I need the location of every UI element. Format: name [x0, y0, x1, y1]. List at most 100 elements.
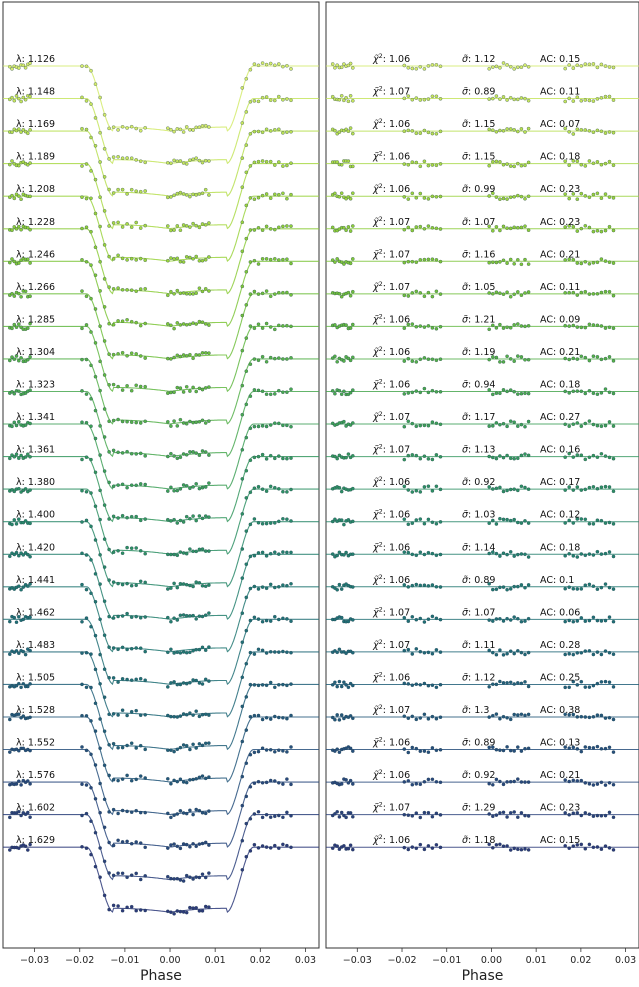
- data-point: [191, 321, 195, 325]
- residual-point: [519, 65, 524, 69]
- data-point: [194, 844, 198, 849]
- data-point: [84, 294, 89, 299]
- data-point: [89, 685, 93, 690]
- residual-point: [410, 683, 415, 687]
- residual-point: [607, 289, 612, 294]
- data-point: [188, 808, 192, 813]
- data-point: [188, 845, 192, 849]
- data-point: [116, 450, 120, 455]
- residual-point: [422, 780, 427, 784]
- data-point: [12, 225, 17, 229]
- residual-point: [603, 64, 608, 68]
- data-point: [84, 685, 89, 690]
- residual-point: [406, 259, 411, 264]
- data-point: [80, 813, 84, 818]
- wavelength-label: λ: 1.380: [16, 477, 55, 488]
- residual-point: [505, 652, 509, 656]
- data-point: [260, 648, 265, 653]
- residual-point: [501, 517, 506, 522]
- data-point: [134, 352, 138, 356]
- data-point: [260, 683, 265, 687]
- data-point: [28, 321, 32, 326]
- data-point: [111, 712, 116, 716]
- data-point: [178, 682, 183, 687]
- data-point: [169, 681, 173, 685]
- residual-point: [430, 583, 435, 587]
- residual-point: [438, 455, 443, 459]
- data-point: [12, 98, 17, 103]
- data-point: [252, 812, 257, 816]
- residual-point: [330, 846, 335, 850]
- data-point: [172, 390, 176, 395]
- residual-point: [599, 485, 604, 489]
- residual-point: [344, 683, 348, 687]
- residual-point: [414, 811, 419, 815]
- residual-point: [498, 485, 502, 490]
- data-point: [285, 196, 289, 201]
- residual-point: [563, 291, 567, 295]
- residual-point: [418, 131, 423, 135]
- data-point: [197, 192, 202, 196]
- data-point: [19, 325, 23, 330]
- residual-point: [603, 582, 608, 586]
- residual-point: [438, 780, 443, 785]
- residual-point: [595, 229, 600, 233]
- residual-point: [505, 815, 509, 819]
- data-point: [273, 257, 277, 261]
- data-point: [244, 661, 249, 666]
- data-point: [240, 739, 245, 744]
- residual-point: [526, 814, 531, 818]
- data-point: [129, 351, 134, 355]
- residual-point: [348, 746, 353, 751]
- residual-point: [512, 584, 516, 589]
- residual-point: [571, 99, 576, 103]
- residual-point: [512, 359, 516, 363]
- residual-point: [430, 63, 435, 67]
- data-point: [21, 63, 26, 68]
- residual-point: [414, 360, 419, 364]
- residual-point: [512, 164, 516, 169]
- residual-point: [523, 63, 527, 67]
- data-point: [181, 811, 186, 815]
- data-point: [289, 650, 293, 655]
- residual-point: [567, 685, 571, 690]
- residual-point: [494, 195, 499, 199]
- data-point: [143, 258, 147, 262]
- residual-point: [348, 423, 353, 427]
- ac-label: AC: 0.21: [540, 770, 580, 781]
- data-point: [281, 682, 285, 687]
- residual-point: [508, 649, 513, 653]
- residual-point: [351, 355, 355, 360]
- residual-point: [406, 453, 411, 458]
- data-point: [17, 456, 21, 460]
- residual-point: [607, 810, 612, 815]
- residual-point: [516, 424, 520, 428]
- data-point: [172, 714, 176, 719]
- data-point: [23, 455, 28, 459]
- wavelength-label: λ: 1.483: [16, 640, 55, 651]
- data-point: [248, 618, 253, 623]
- data-point: [166, 811, 170, 816]
- residual-point: [567, 163, 571, 167]
- residual-point: [607, 550, 612, 554]
- residual-point: [344, 127, 348, 132]
- residual-point: [498, 422, 502, 427]
- data-point: [169, 714, 173, 719]
- residual-point: [342, 62, 346, 66]
- data-point: [244, 435, 249, 440]
- residual-point: [491, 550, 495, 554]
- data-point: [169, 782, 173, 786]
- chi2-label: χ̃2: 1.06: [372, 182, 410, 195]
- residual-point: [414, 682, 419, 686]
- residual-point: [410, 390, 415, 395]
- data-point: [285, 517, 289, 521]
- residual-point: [595, 782, 600, 786]
- data-point: [285, 257, 289, 261]
- ac-label: AC: 0.38: [540, 705, 580, 716]
- residual-point: [591, 652, 596, 657]
- residual-point: [516, 745, 520, 749]
- residual-point: [501, 326, 506, 330]
- residual-point: [426, 683, 431, 688]
- residual-point: [519, 453, 524, 458]
- residual-point: [501, 129, 506, 133]
